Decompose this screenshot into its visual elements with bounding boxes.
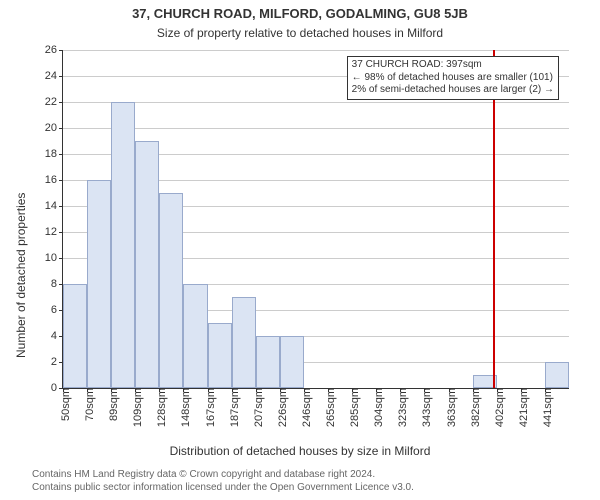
x-tick-label: 148sqm [174, 388, 192, 427]
chart-subtitle: Size of property relative to detached ho… [0, 26, 600, 40]
x-tick-label: 246sqm [295, 388, 313, 427]
x-tick-mark [256, 388, 257, 392]
x-tick-mark [473, 388, 474, 392]
x-axis-label: Distribution of detached houses by size … [0, 444, 600, 458]
y-tick-mark [59, 154, 63, 155]
y-tick-mark [59, 180, 63, 181]
histogram-bar [135, 141, 159, 388]
x-tick-label: 265sqm [319, 388, 337, 427]
histogram-bar [183, 284, 207, 388]
histogram-bar [159, 193, 183, 388]
annotation-line: 2% of semi-detached houses are larger (2… [352, 84, 554, 97]
x-tick-label: 363sqm [440, 388, 458, 427]
x-tick-mark [545, 388, 546, 392]
x-tick-mark [280, 388, 281, 392]
x-tick-label: 421sqm [512, 388, 530, 427]
histogram-bar [111, 102, 135, 388]
x-tick-label: 441sqm [536, 388, 554, 427]
x-tick-label: 343sqm [415, 388, 433, 427]
x-tick-label: 402sqm [488, 388, 506, 427]
y-tick-mark [59, 128, 63, 129]
histogram-bar [63, 284, 87, 388]
histogram-bar [256, 336, 280, 388]
y-tick-mark [59, 50, 63, 51]
x-tick-label: 382sqm [464, 388, 482, 427]
x-tick-mark [352, 388, 353, 392]
x-tick-mark [159, 388, 160, 392]
y-axis-label: Number of detached properties [14, 193, 28, 358]
x-tick-mark [328, 388, 329, 392]
x-tick-mark [376, 388, 377, 392]
x-tick-mark [183, 388, 184, 392]
x-tick-mark [449, 388, 450, 392]
property-marker-line [493, 50, 495, 388]
histogram-bar [208, 323, 232, 388]
x-tick-label: 128sqm [150, 388, 168, 427]
x-tick-mark [208, 388, 209, 392]
y-tick-mark [59, 102, 63, 103]
x-tick-label: 89sqm [102, 388, 120, 421]
x-tick-label: 70sqm [78, 388, 96, 421]
footer-line-1: Contains HM Land Registry data © Crown c… [32, 468, 414, 481]
x-tick-label: 226sqm [271, 388, 289, 427]
y-tick-mark [59, 206, 63, 207]
y-tick-mark [59, 258, 63, 259]
x-tick-label: 109sqm [126, 388, 144, 427]
annotation-line: ← 98% of detached houses are smaller (10… [352, 72, 554, 85]
x-tick-label: 187sqm [223, 388, 241, 427]
footer-line-2: Contains public sector information licen… [32, 481, 414, 494]
x-tick-label: 304sqm [367, 388, 385, 427]
footer-text: Contains HM Land Registry data © Crown c… [32, 468, 414, 494]
annotation-box: 37 CHURCH ROAD: 397sqm← 98% of detached … [347, 56, 559, 100]
x-tick-mark [232, 388, 233, 392]
histogram-bar [232, 297, 256, 388]
annotation-line: 37 CHURCH ROAD: 397sqm [352, 59, 554, 72]
chart-container: 37, CHURCH ROAD, MILFORD, GODALMING, GU8… [0, 0, 600, 500]
x-tick-mark [63, 388, 64, 392]
x-tick-mark [400, 388, 401, 392]
histogram-bar [545, 362, 569, 388]
x-tick-mark [304, 388, 305, 392]
x-tick-mark [135, 388, 136, 392]
x-tick-mark [111, 388, 112, 392]
y-tick-mark [59, 232, 63, 233]
x-tick-mark [424, 388, 425, 392]
y-tick-mark [59, 76, 63, 77]
chart-title: 37, CHURCH ROAD, MILFORD, GODALMING, GU8… [0, 6, 600, 21]
plot-area: 0246810121416182022242650sqm70sqm89sqm10… [62, 50, 569, 389]
x-tick-label: 207sqm [247, 388, 265, 427]
x-tick-label: 285sqm [343, 388, 361, 427]
x-tick-label: 50sqm [54, 388, 72, 421]
x-tick-label: 167sqm [199, 388, 217, 427]
x-tick-label: 323sqm [391, 388, 409, 427]
histogram-bar [87, 180, 111, 388]
x-tick-mark [521, 388, 522, 392]
histogram-bar [280, 336, 304, 388]
x-tick-mark [87, 388, 88, 392]
x-tick-mark [497, 388, 498, 392]
